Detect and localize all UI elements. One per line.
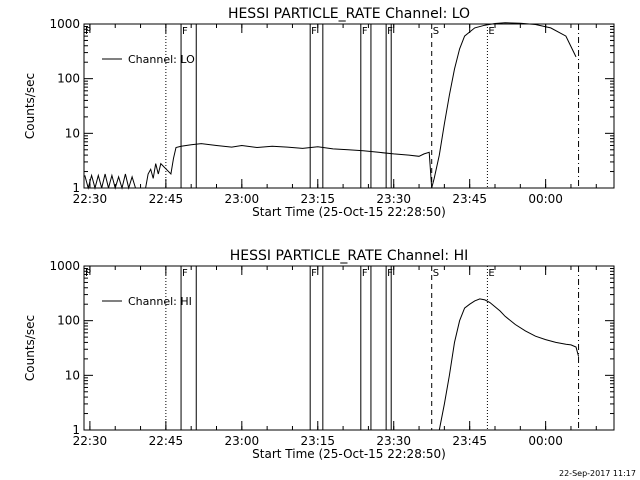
y-tick-label: 1000 bbox=[49, 17, 80, 31]
x-tick-label: 23:15 bbox=[300, 434, 335, 448]
x-tick-label: 23:00 bbox=[225, 192, 260, 206]
event-marker-label: E bbox=[488, 26, 494, 37]
event-marker-label: S bbox=[433, 26, 439, 37]
chart-panel-lo: HESSI PARTICLE_RATE Channel: LO 1 10 100 100… bbox=[23, 6, 615, 219]
event-marker-label: E bbox=[488, 268, 494, 279]
x-tick-label: 23:45 bbox=[452, 192, 487, 206]
x-tick-label: 22:45 bbox=[149, 434, 184, 448]
x-tick-label: 22:30 bbox=[73, 192, 108, 206]
event-marker-label: F bbox=[311, 26, 317, 37]
footer-timestamp: 22-Sep-2017 11:17 bbox=[559, 469, 636, 478]
series-line bbox=[84, 22, 577, 190]
x-axis-label: Start Time (25-Oct-15 22:28:50) bbox=[252, 205, 446, 219]
x-tick-label: 23:45 bbox=[452, 434, 487, 448]
chart-title: HESSI PARTICLE_RATE Channel: LO bbox=[228, 6, 470, 22]
y-tick-label: 1000 bbox=[49, 259, 80, 273]
series-line bbox=[438, 298, 580, 431]
legend-label: Channel: LO bbox=[128, 53, 195, 66]
x-tick-label: 22:45 bbox=[149, 192, 184, 206]
x-tick-label: 00:00 bbox=[528, 192, 563, 206]
event-marker-label: P bbox=[85, 268, 91, 279]
event-marker-label: F bbox=[387, 26, 393, 37]
event-marker-label: P bbox=[85, 26, 91, 37]
event-marker-label: F bbox=[362, 268, 368, 279]
y-tick-label: 1 bbox=[72, 181, 80, 195]
chart-panel-hi: HESSI PARTICLE_RATE Channel: HI 1 10 100 100… bbox=[23, 248, 615, 461]
plot-frame bbox=[83, 23, 615, 189]
y-tick-label: 10 bbox=[65, 368, 80, 382]
y-tick-label: 100 bbox=[57, 314, 80, 328]
x-axis-label: Start Time (25-Oct-15 22:28:50) bbox=[252, 447, 446, 461]
event-marker-label: S bbox=[433, 268, 439, 279]
y-axis-label: Counts/sec bbox=[23, 73, 37, 139]
y-axis-label: Counts/sec bbox=[23, 315, 37, 381]
y-tick-label: 1 bbox=[72, 423, 80, 437]
event-marker-label: F bbox=[182, 26, 188, 37]
x-tick-label: 23:15 bbox=[300, 192, 335, 206]
event-marker-label: F bbox=[362, 26, 368, 37]
x-tick-label: 00:00 bbox=[528, 434, 563, 448]
chart-title: HESSI PARTICLE_RATE Channel: HI bbox=[230, 248, 468, 264]
y-tick-label: 100 bbox=[57, 72, 80, 86]
x-tick-label: 23:00 bbox=[225, 434, 260, 448]
x-tick-label: 23:30 bbox=[376, 192, 411, 206]
event-marker-label: F bbox=[182, 268, 188, 279]
legend-label: Channel: HI bbox=[128, 295, 192, 308]
x-tick-label: 23:30 bbox=[376, 434, 411, 448]
plot-frame bbox=[83, 265, 615, 431]
y-tick-label: 10 bbox=[65, 126, 80, 140]
event-marker-label: F bbox=[387, 268, 393, 279]
x-tick-label: 22:30 bbox=[73, 434, 108, 448]
event-marker-label: F bbox=[311, 268, 317, 279]
